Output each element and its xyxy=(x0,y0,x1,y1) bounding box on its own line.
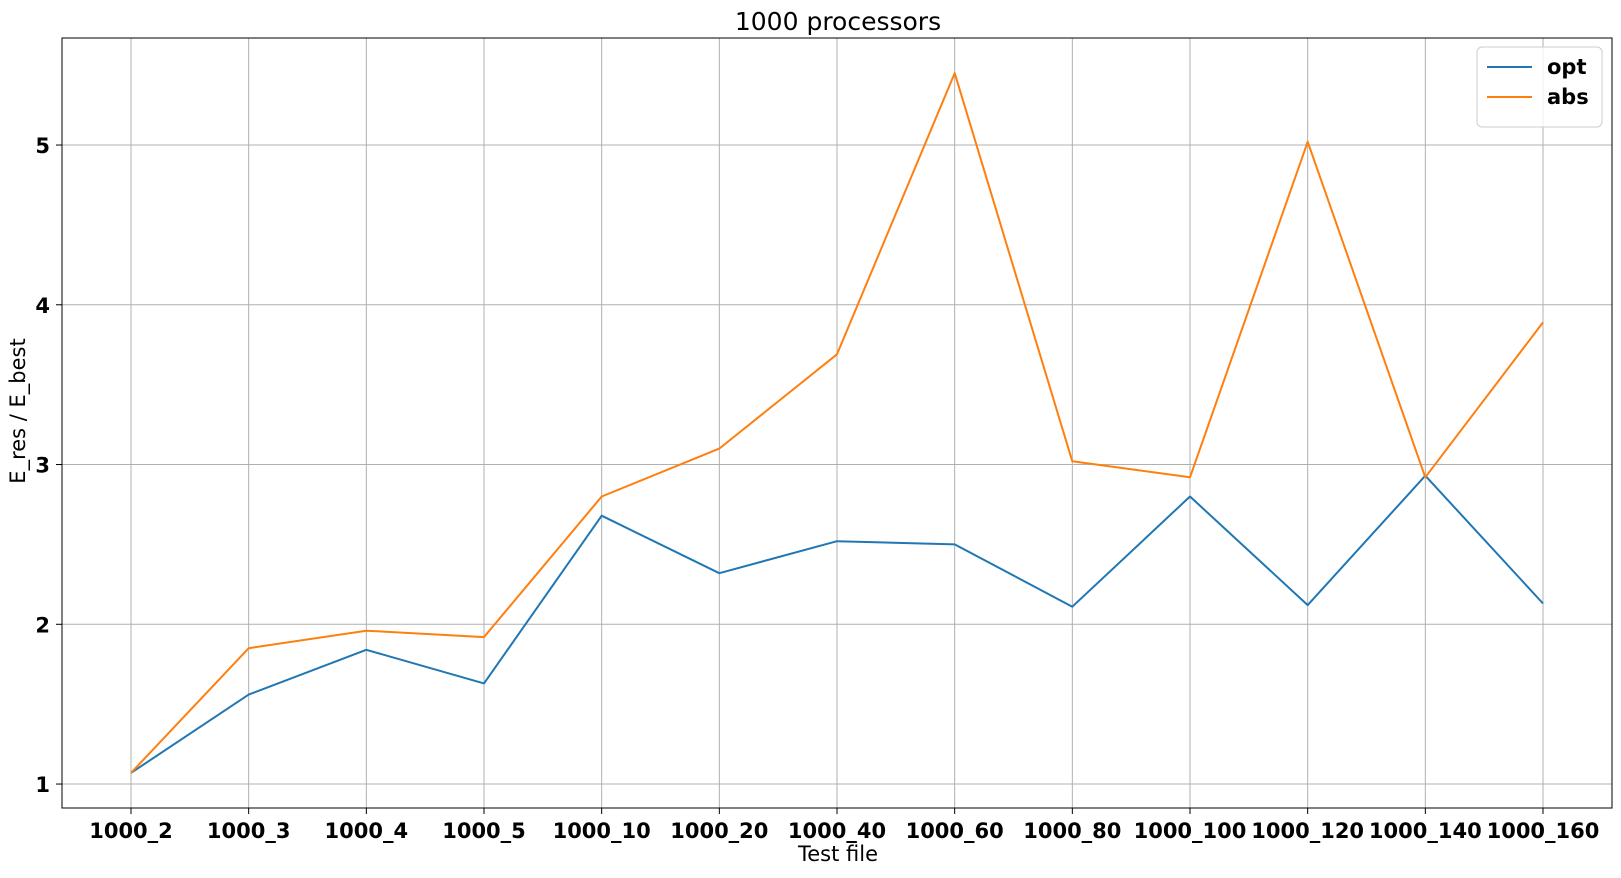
x-tick-label: 1000_3 xyxy=(207,819,291,843)
legend-label-opt: opt xyxy=(1547,55,1587,79)
x-tick-label: 1000_100 xyxy=(1134,819,1247,843)
y-axis-title: E_res / E_best xyxy=(6,338,31,483)
y-tick-label: 1 xyxy=(35,773,50,797)
x-tick-label: 1000_5 xyxy=(442,819,526,843)
y-tick-label: 3 xyxy=(35,454,50,478)
x-tick-label: 1000_2 xyxy=(89,819,173,843)
series-line-opt xyxy=(130,474,1544,774)
x-tick-label: 1000_60 xyxy=(906,819,1004,843)
x-tick-label: 1000_10 xyxy=(553,819,651,843)
chart-title: 1000 processors xyxy=(735,7,941,36)
grid-lines xyxy=(62,38,1612,808)
x-tick-label: 1000_160 xyxy=(1487,819,1600,843)
legend: opt abs xyxy=(1476,46,1603,128)
x-tick-label: 1000_40 xyxy=(788,819,886,843)
x-tick-label: 1000_4 xyxy=(325,819,409,843)
series-lines xyxy=(130,72,1544,774)
x-axis-title: Test file xyxy=(797,842,878,866)
y-tick-label: 5 xyxy=(35,134,50,158)
x-tick-label: 1000_80 xyxy=(1023,819,1121,843)
y-tick-label: 4 xyxy=(35,294,50,318)
legend-label-abs: abs xyxy=(1547,85,1589,109)
x-tick-label: 1000_140 xyxy=(1369,819,1482,843)
x-tick-label: 1000_120 xyxy=(1251,819,1364,843)
axis-ticks: 1000_2 1000_3 1000_4 1000_5 1000_10 1000_20 10… xyxy=(35,134,1599,843)
y-tick-label: 2 xyxy=(35,613,50,637)
series-line-abs xyxy=(130,72,1544,774)
x-tick-label: 1000_20 xyxy=(670,819,768,843)
